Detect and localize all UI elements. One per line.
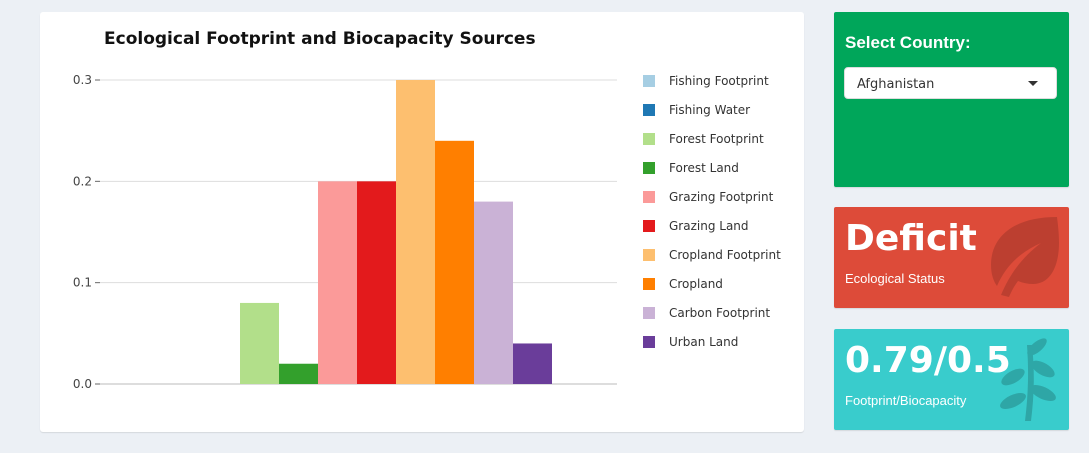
legend-label[interactable]: Urban Land (669, 335, 738, 349)
footprint-biocapacity-box: 0.79/0.5 Footprint/Biocapacity (834, 329, 1069, 430)
legend-label[interactable]: Grazing Footprint (669, 190, 774, 204)
legend-label[interactable]: Grazing Land (669, 219, 749, 233)
pagelines-icon (1000, 338, 1056, 421)
legend-swatch[interactable] (643, 278, 655, 290)
ecological-status-box: Deficit Ecological Status (834, 207, 1069, 308)
bar-layer (240, 80, 552, 384)
country-dropdown[interactable]: Afghanistan (844, 67, 1057, 99)
legend-swatch[interactable] (643, 104, 655, 116)
y-tick-label: 0.1 (73, 276, 92, 290)
bar-forest-footprint[interactable] (240, 302, 279, 384)
footprint-biocapacity-value: 0.79/0.5 (845, 340, 1011, 381)
bar-cropland-footprint[interactable] (396, 80, 435, 384)
bar-grazing-land[interactable] (357, 181, 396, 384)
legend-label[interactable]: Carbon Footprint (669, 306, 770, 320)
chart-title: Ecological Footprint and Biocapacity Sou… (104, 29, 536, 49)
select-country-title: Select Country: (845, 33, 971, 52)
y-tick-label: 0.2 (73, 174, 92, 188)
bar-cropland[interactable] (435, 140, 474, 384)
legend-swatch[interactable] (643, 336, 655, 348)
bar-urban-land[interactable] (513, 343, 552, 384)
legend-label[interactable]: Cropland Footprint (669, 248, 781, 262)
legend-label[interactable]: Forest Land (669, 161, 739, 175)
legend-swatch[interactable] (643, 307, 655, 319)
chart-card: Ecological Footprint and Biocapacity Sou… (40, 12, 804, 432)
y-tick-label: 0.3 (73, 73, 92, 87)
legend-swatch[interactable] (643, 220, 655, 232)
legend-swatch[interactable] (643, 162, 655, 174)
ecological-status-label: Ecological Status (845, 271, 945, 286)
ecological-status-value: Deficit (845, 218, 977, 259)
country-dropdown-value: Afghanistan (857, 77, 935, 92)
legend-label[interactable]: Fishing Footprint (669, 74, 769, 88)
legend-swatch[interactable] (643, 75, 655, 87)
caret-down-icon (1028, 81, 1038, 86)
leaf-icon (991, 217, 1059, 297)
legend-label[interactable]: Cropland (669, 277, 723, 291)
bar-forest-land[interactable] (279, 363, 318, 384)
footprint-biocapacity-label: Footprint/Biocapacity (845, 393, 967, 408)
legend[interactable]: Fishing Footprint Fishing Water Forest Foo… (643, 74, 781, 349)
bar-grazing-footprint[interactable] (318, 181, 357, 384)
legend-label[interactable]: Forest Footprint (669, 132, 764, 146)
bar-carbon-footprint[interactable] (474, 201, 513, 384)
bar-chart: Ecological Footprint and Biocapacity Sou… (73, 29, 781, 391)
y-tick-label: 0.0 (73, 377, 92, 391)
legend-label[interactable]: Fishing Water (669, 103, 750, 117)
legend-swatch[interactable] (643, 191, 655, 203)
legend-swatch[interactable] (643, 133, 655, 145)
legend-swatch[interactable] (643, 249, 655, 261)
country-select-box: Select Country: Afghanistan (834, 12, 1069, 187)
